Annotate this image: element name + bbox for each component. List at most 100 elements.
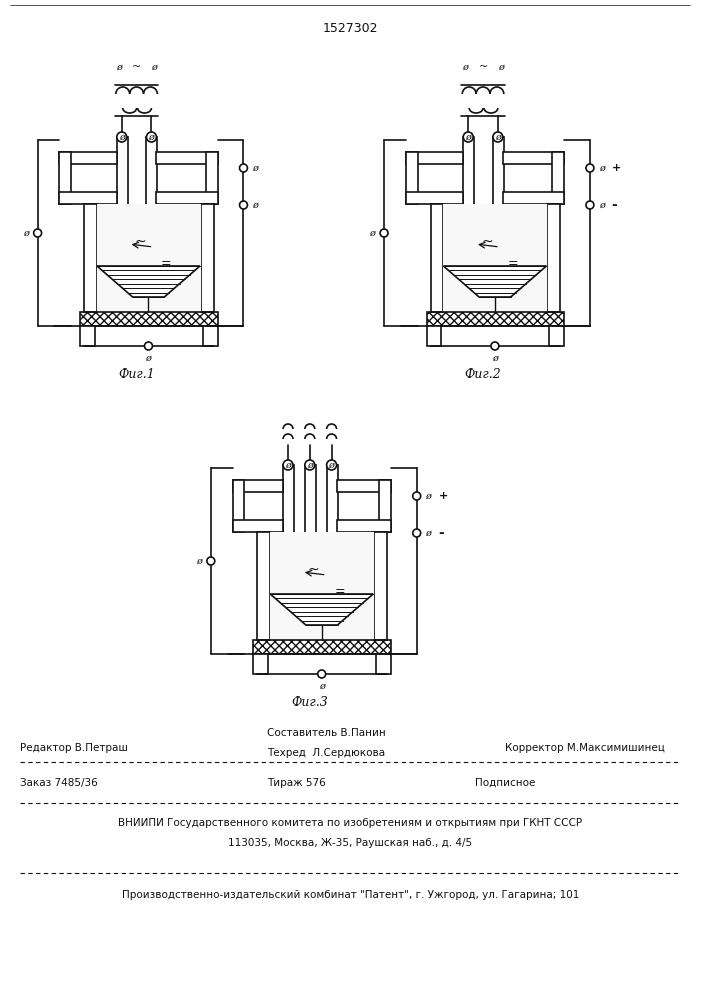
Circle shape [317,670,326,678]
Text: ø: ø [465,132,471,141]
Text: ø: ø [492,354,498,362]
Text: +: + [612,163,621,173]
Text: ~: ~ [308,563,320,577]
Bar [59,152,117,164]
Bar [206,152,218,204]
Text: -: - [438,526,444,540]
Text: =: = [161,257,172,270]
Bar [233,520,283,532]
Bar [376,654,391,674]
Bar [233,480,283,492]
Circle shape [380,229,388,237]
Bar [431,204,443,312]
Bar [270,532,374,640]
Bar [552,152,564,204]
Bar [374,532,387,640]
Bar [503,152,564,164]
Text: Составитель В.Панин: Составитель В.Панин [267,728,386,738]
Bar [59,192,117,204]
Circle shape [493,132,503,142]
Bar [406,192,463,204]
Bar [201,204,214,312]
Circle shape [34,229,42,237]
Circle shape [240,201,247,209]
Text: ~: ~ [481,235,493,249]
Text: 113035, Москва, Ж-35, Раушская наб., д. 4/5: 113035, Москва, Ж-35, Раушская наб., д. … [228,838,472,848]
Bar [547,204,560,312]
Bar [233,480,245,532]
Circle shape [305,460,315,470]
Text: ø: ø [426,528,431,538]
Bar [426,326,441,346]
Bar [257,532,270,640]
Circle shape [413,492,421,500]
Text: ø: ø [146,354,151,362]
Text: Фиг.1: Фиг.1 [118,367,155,380]
Circle shape [207,557,215,565]
Circle shape [463,132,473,142]
Circle shape [491,342,499,350]
Text: ø: ø [498,62,504,72]
Text: ~: ~ [479,62,488,72]
Circle shape [240,164,247,172]
Bar [327,465,337,575]
Circle shape [327,460,337,470]
Bar [337,480,391,492]
Text: ø: ø [369,229,375,237]
Bar [80,326,95,346]
Text: ø: ø [252,200,258,210]
Circle shape [146,132,156,142]
Bar [426,312,564,326]
Bar [253,654,268,674]
Text: Производственно-издательский комбинат "Патент", г. Ужгород, ул. Гагарина; 101: Производственно-издательский комбинат "П… [122,890,579,900]
Text: Редактор В.Петраш: Редактор В.Петраш [20,743,128,753]
Polygon shape [443,266,547,297]
Circle shape [144,342,153,350]
Text: +: + [438,491,448,501]
Bar [283,465,294,575]
Bar [305,465,316,575]
Bar [156,192,218,204]
Bar [406,152,463,164]
Text: ø: ø [148,132,154,141]
Bar [80,312,218,326]
Text: ø: ø [252,163,258,172]
Text: =: = [334,585,345,598]
Text: Тираж 576: Тираж 576 [267,778,326,788]
Circle shape [586,164,594,172]
Text: ВНИИПИ Государственного комитета по изобретениям и открытиям при ГКНТ СССР: ВНИИПИ Государственного комитета по изоб… [118,818,583,828]
Text: ø: ø [119,132,124,141]
Text: ~: ~ [135,235,146,249]
Text: ø: ø [285,460,291,470]
Bar [379,480,391,532]
Text: ø: ø [599,163,604,172]
Circle shape [413,529,421,537]
Bar [59,152,71,204]
Bar [146,137,158,247]
Bar [406,152,418,204]
Text: -: - [612,198,617,212]
Text: Техред  Л.Сердюкова: Техред Л.Сердюкова [267,748,385,758]
Bar [253,640,391,654]
Bar [117,137,128,247]
Polygon shape [97,266,200,297]
Text: ø: ø [599,200,604,210]
Text: ø: ø [319,682,325,690]
Text: Корректор М.Максимишинец: Корректор М.Максимишинец [505,743,665,753]
Circle shape [586,201,594,209]
Text: ø: ø [462,62,468,72]
Bar [443,204,547,312]
Text: 1527302: 1527302 [322,21,378,34]
Text: Фиг.2: Фиг.2 [464,367,501,380]
Text: ø: ø [495,132,501,141]
Text: Подписное: Подписное [475,778,535,788]
Bar [97,204,201,312]
Circle shape [117,132,127,142]
Text: Заказ 7485/36: Заказ 7485/36 [20,778,98,788]
Text: ø: ø [307,460,312,470]
Text: ø: ø [196,556,202,566]
Text: Фиг.3: Фиг.3 [291,696,328,708]
Bar [463,137,474,247]
Text: ø: ø [23,229,29,237]
Text: ø: ø [151,62,158,72]
